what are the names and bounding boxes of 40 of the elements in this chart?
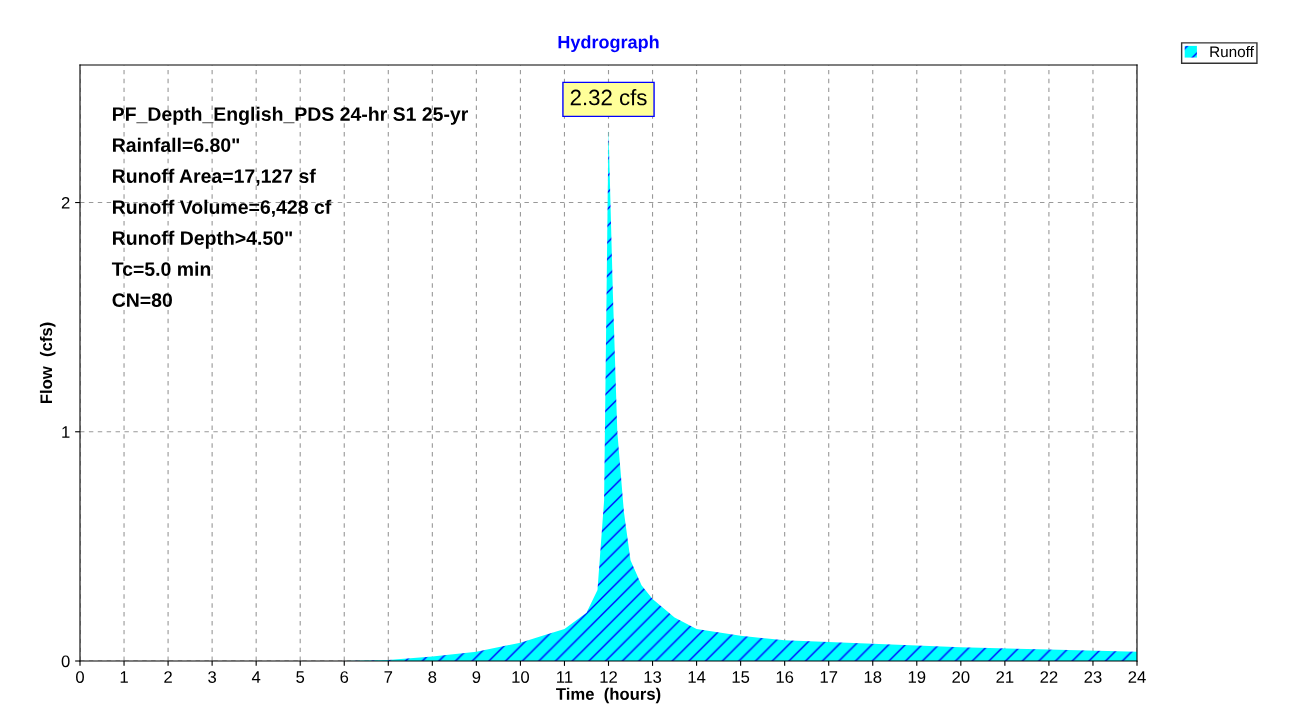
x-tick-label: 1 — [120, 671, 128, 683]
annotation: PF_Depth_English_PDS 24-hr S1 25-yr — [113, 106, 469, 125]
annotation: CN=80 — [112, 293, 172, 307]
x-tick-label: 17 — [820, 671, 838, 683]
x-tick-label: 10 — [512, 671, 530, 683]
x-tick-label: 15 — [732, 671, 750, 683]
legend-label: Runoff — [1210, 45, 1254, 58]
x-tick-label: 14 — [688, 671, 706, 683]
x-tick-label: 23 — [1084, 671, 1102, 683]
x-tick-label: 9 — [472, 671, 481, 683]
x-tick-label: 24 — [1128, 671, 1146, 683]
annotation: Runoff Depth>4.50" — [113, 230, 292, 249]
x-tick-label: 2 — [164, 671, 172, 683]
x-tick-label: 16 — [776, 671, 794, 683]
x-tick-label: 20 — [952, 671, 970, 683]
y-tick-label: 1 — [62, 426, 70, 438]
x-tick-label: 7 — [384, 671, 393, 683]
y-tick-label: 2 — [61, 196, 70, 209]
x-tick-label: 0 — [76, 671, 84, 683]
annotation: Rainfall=6.80" — [113, 137, 240, 152]
x-tick-label: 3 — [208, 671, 217, 683]
x-tick-label: 22 — [1040, 671, 1058, 683]
annotation: 2.32 cfs — [570, 89, 647, 106]
x-tick-label: 5 — [296, 671, 305, 683]
annotation: Runoff Volume=6,428 cf — [113, 199, 332, 217]
x-tick-label: 12 — [600, 671, 617, 683]
annotation: Runoff Area=17,127 sf — [113, 168, 316, 186]
x-tick-label: 19 — [908, 671, 926, 683]
x-axis-title: Time (hours) — [556, 687, 661, 704]
annotation: Tc=5.0 min — [111, 261, 211, 276]
x-tick-label: 21 — [996, 671, 1014, 683]
chart-title: Hydrograph — [558, 35, 659, 53]
x-tick-label: 8 — [428, 671, 437, 683]
x-tick-label: 18 — [864, 671, 882, 683]
x-tick-label: 6 — [340, 671, 349, 683]
x-tick-label: 13 — [644, 671, 662, 683]
y-tick-label: 0 — [61, 655, 70, 668]
x-tick-label: 4 — [251, 671, 261, 683]
y-axis-title: Flow (cfs) — [39, 322, 56, 404]
x-tick-label: 11 — [557, 671, 573, 683]
